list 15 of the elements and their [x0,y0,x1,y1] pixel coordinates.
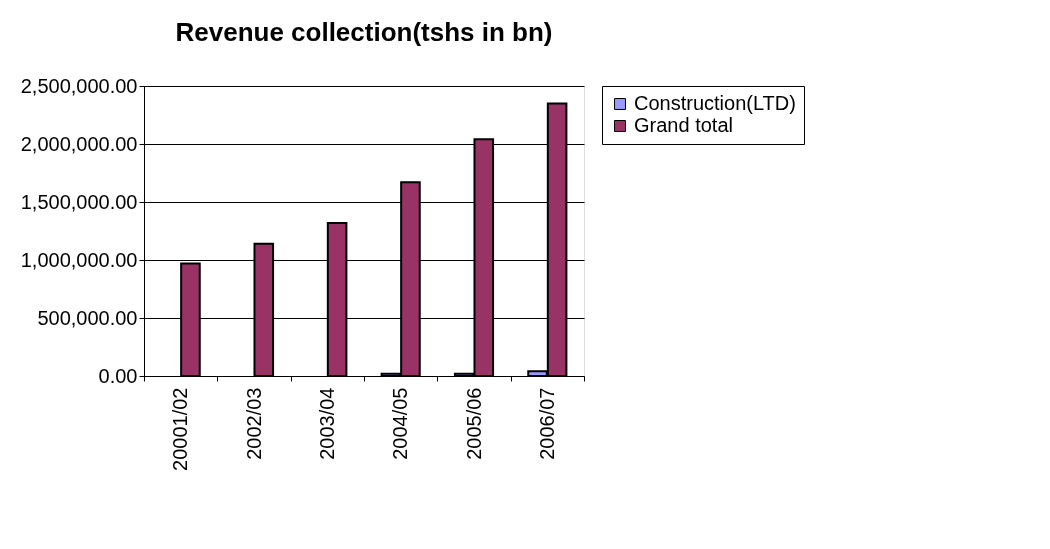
y-tick-label: 2,500,000.00 [20,74,138,97]
x-tick-label: 2004/05 [389,387,412,460]
x-tick-label: 2006/07 [535,387,558,460]
y-tick-label: 2,000,000.00 [20,132,138,155]
x-tick-label: 20001/02 [169,387,192,471]
x-tick-label: 2002/03 [242,387,265,460]
y-tick-label: 1,000,000.00 [20,248,138,271]
y-tick-label: 500,000.00 [37,306,138,329]
legend-label: Grand total [634,114,733,136]
x-tick-label: 2005/06 [462,387,485,460]
chart-title: Revenue collection(tshs in bn) [175,17,553,47]
y-tick-label: 0.00 [98,364,138,387]
legend-label: Construction(LTD) [634,92,796,114]
y-tick-label: 1,500,000.00 [20,190,138,213]
x-tick-label: 2003/04 [315,387,338,460]
